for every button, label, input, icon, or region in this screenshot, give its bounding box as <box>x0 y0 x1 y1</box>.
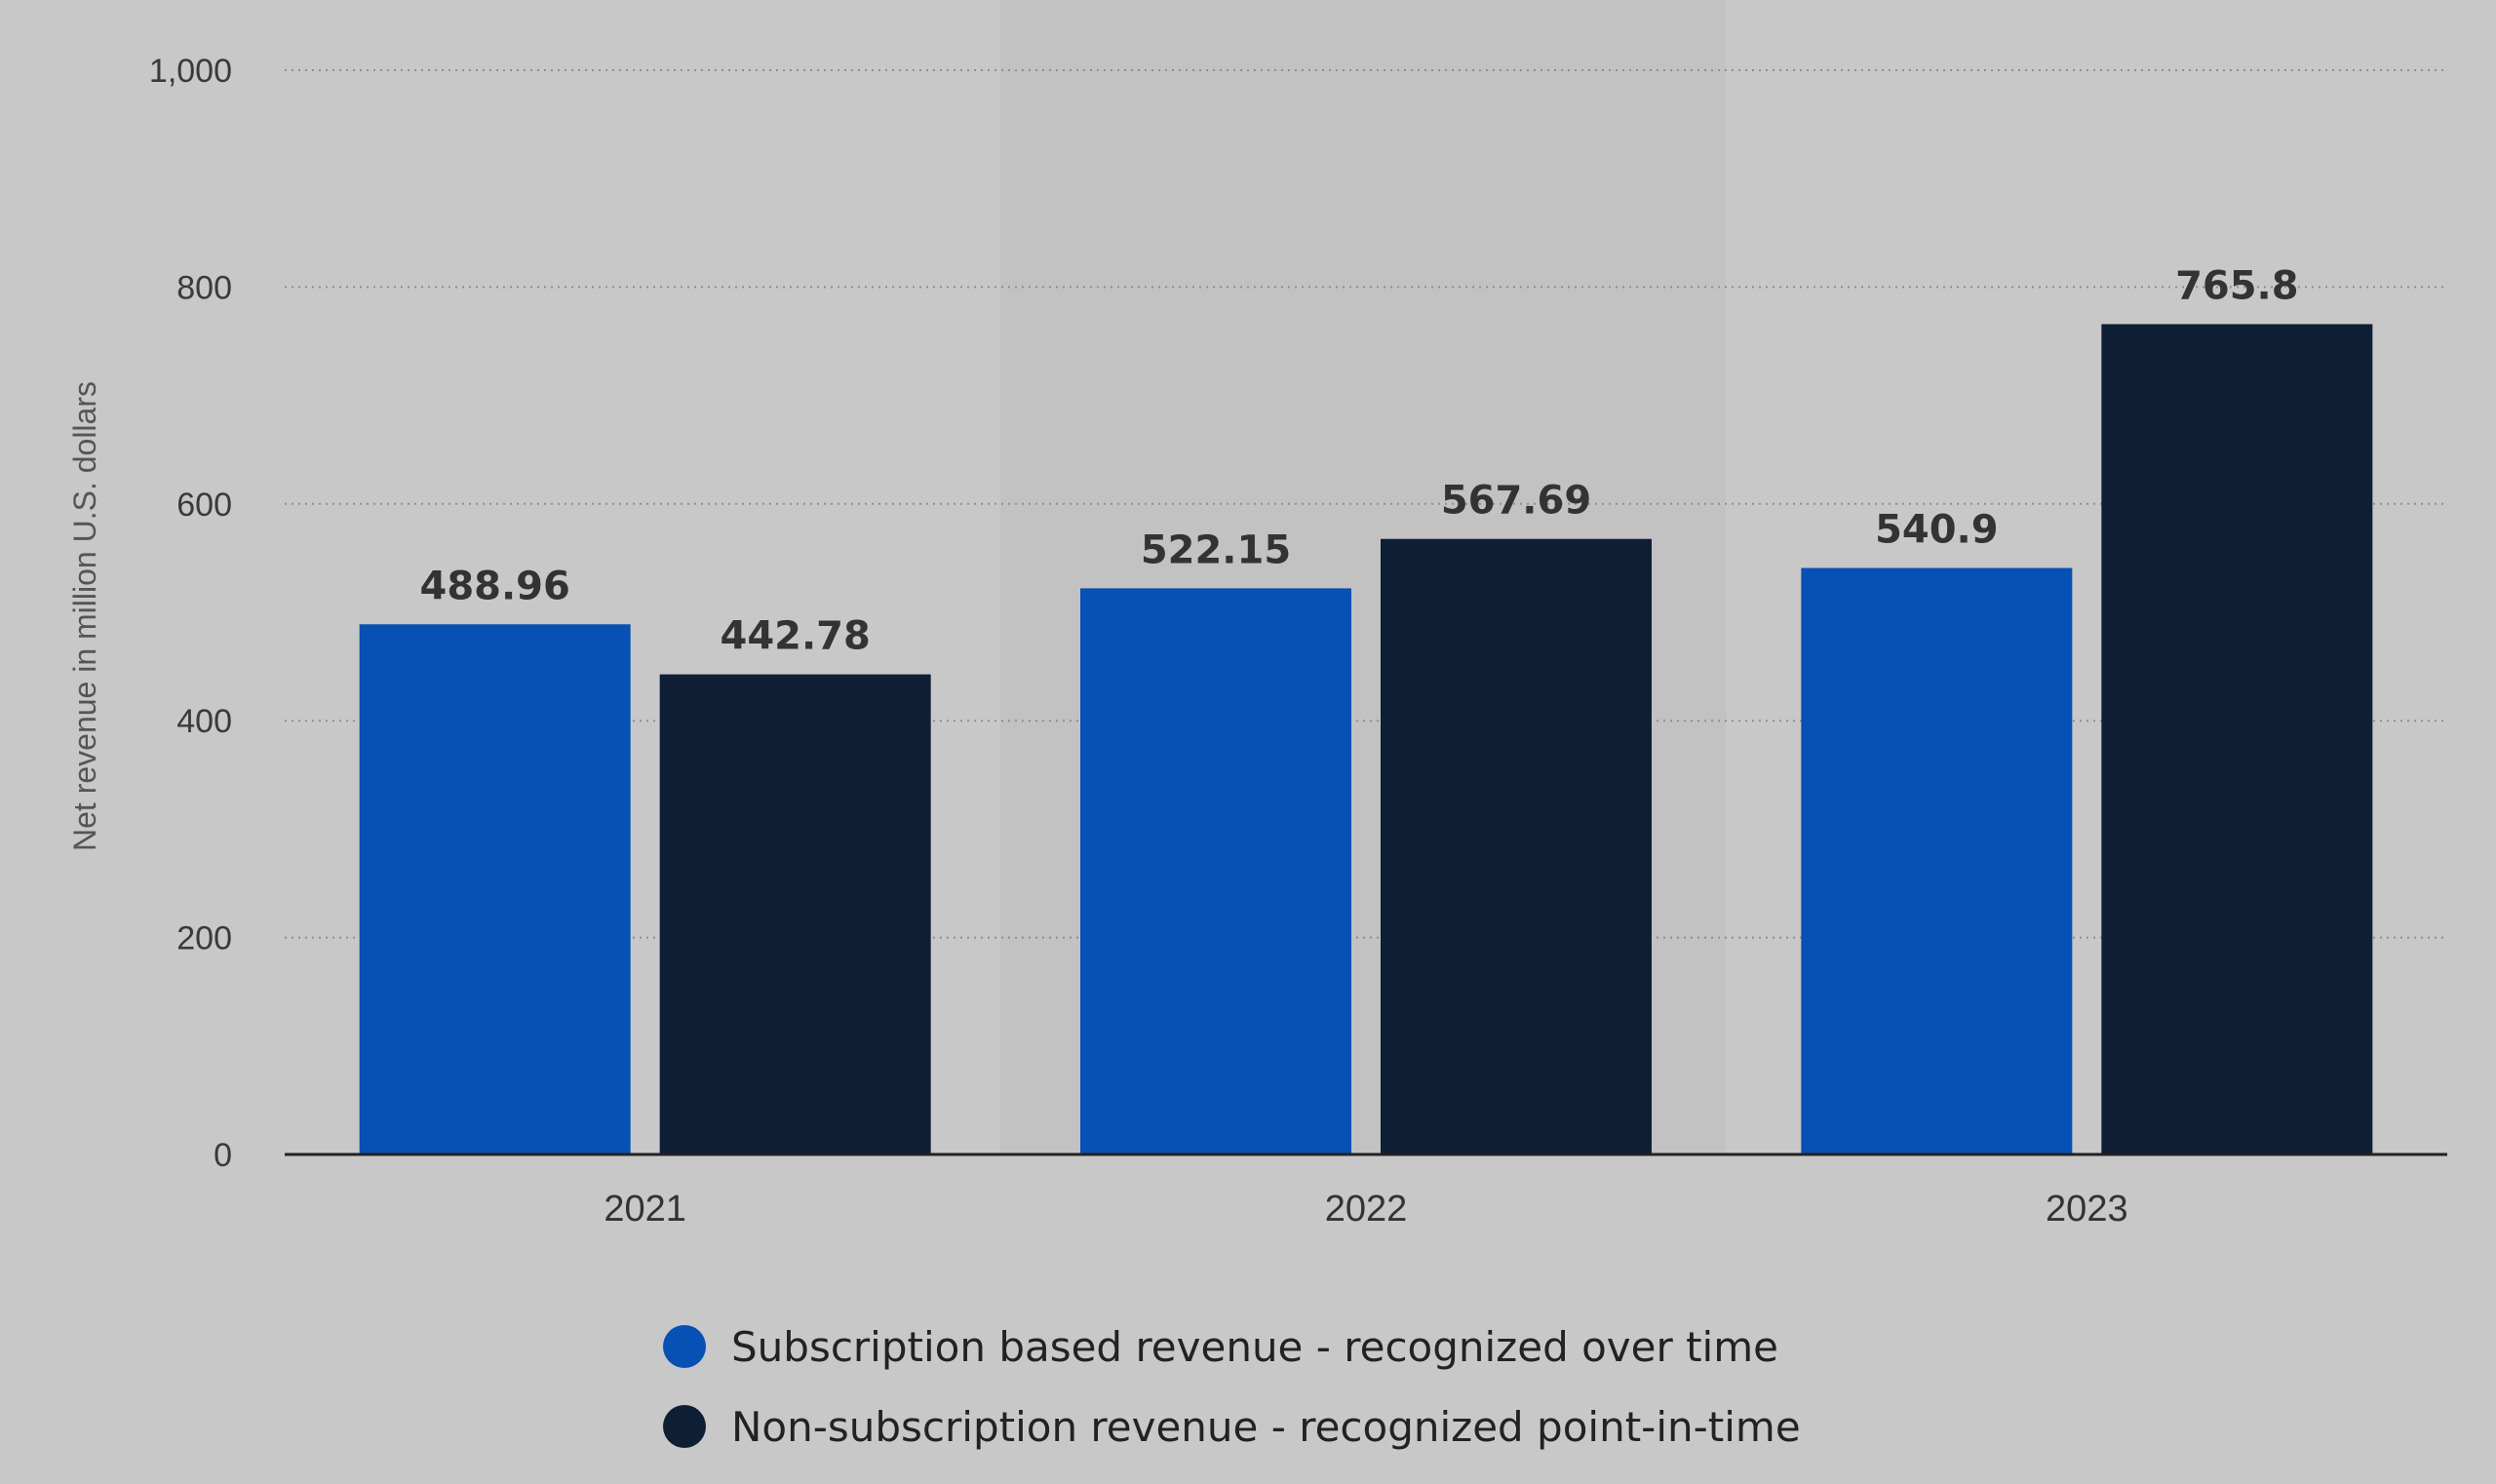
y-tick-label: 1,000 <box>149 53 232 90</box>
data-label: 567.69 <box>1441 479 1591 524</box>
y-tick-label: 600 <box>176 487 232 524</box>
bar-non-subscription-2023[interactable] <box>2101 324 2373 1154</box>
bar-subscription-2022[interactable] <box>1080 588 1351 1154</box>
legend-item-non-subscription[interactable]: Non-subscription revenue - recognized po… <box>663 1398 1801 1455</box>
bars <box>359 324 2373 1154</box>
x-tick-label: 2021 <box>604 1189 686 1230</box>
y-tick-label: 800 <box>176 269 232 306</box>
bar-non-subscription-2021[interactable] <box>659 674 931 1154</box>
data-label: 488.96 <box>419 564 569 608</box>
legend-item-subscription[interactable]: Subscription based revenue - recognized … <box>663 1318 1801 1375</box>
bar-subscription-2023[interactable] <box>1801 567 2073 1154</box>
x-axis-ticks: 2021 2022 2023 <box>604 1189 2127 1230</box>
data-labels: 488.96 442.78 522.15 567.69 540.9 765.8 <box>419 263 2298 658</box>
y-tick-label: 0 <box>214 1137 232 1174</box>
x-tick-label: 2022 <box>1325 1189 1408 1230</box>
y-axis-ticks: 0 200 400 600 800 1,000 <box>149 53 232 1174</box>
x-tick-label: 2023 <box>2046 1189 2128 1230</box>
bar-non-subscription-2022[interactable] <box>1381 538 1652 1154</box>
y-axis-title: Net revenue in million U.S. dollars <box>67 381 102 851</box>
legend-swatch-subscription-icon <box>663 1325 706 1368</box>
data-label: 442.78 <box>720 614 870 659</box>
data-label: 765.8 <box>2175 263 2299 308</box>
data-label: 522.15 <box>1141 527 1291 572</box>
y-tick-label: 400 <box>176 703 232 740</box>
legend-label-subscription: Subscription based revenue - recognized … <box>731 1322 1778 1371</box>
bar-subscription-2021[interactable] <box>359 624 631 1154</box>
data-label: 540.9 <box>1875 508 1999 553</box>
gridlines <box>285 69 2447 939</box>
legend: Subscription based revenue - recognized … <box>663 1318 1801 1478</box>
legend-swatch-non-subscription-icon <box>663 1405 706 1448</box>
y-tick-label: 200 <box>176 920 232 957</box>
legend-label-non-subscription: Non-subscription revenue - recognized po… <box>731 1402 1801 1451</box>
